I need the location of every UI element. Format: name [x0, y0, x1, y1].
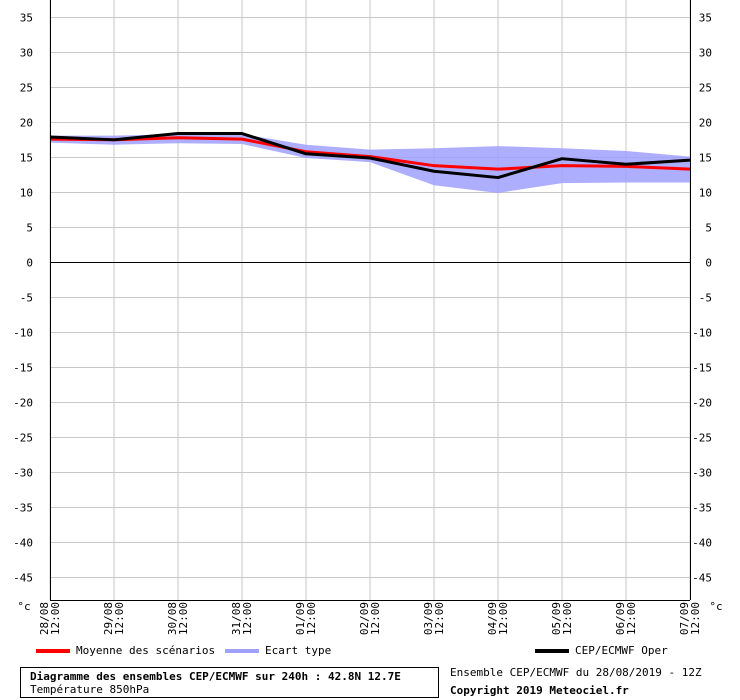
- x-tick-time: 12:00: [561, 602, 574, 635]
- y-tick-label-right: 25: [699, 82, 712, 95]
- legend-mean-swatch: [36, 648, 70, 653]
- y-tick-label-left: -35: [13, 502, 33, 515]
- oper-line: [49, 132, 691, 180]
- legend-spread-label: Ecart type: [265, 644, 332, 657]
- legend-spread-swatch: [225, 648, 259, 653]
- y-tick-label-left: -10: [13, 327, 33, 340]
- y-tick-label-left: -20: [13, 397, 33, 410]
- x-tick-date: 07/09: [678, 602, 691, 635]
- x-tick-time: 12:00: [433, 602, 446, 635]
- y-tick-label-right: -35: [692, 502, 712, 515]
- y-tick-label-left: 0: [26, 257, 33, 270]
- y-tick-label-left: 5: [26, 222, 33, 235]
- y-tick-label-right: 10: [699, 187, 712, 200]
- y-tick-label-left: 35: [20, 12, 33, 25]
- y-tick-label-left: 20: [20, 117, 33, 130]
- y-tick-label-left: 30: [20, 47, 33, 60]
- y-tick-label-left: -25: [13, 432, 33, 445]
- y-tick-label-right: -5: [699, 292, 712, 305]
- y-tick-label-right: 20: [699, 117, 712, 130]
- y-tick-label-right: -10: [692, 327, 712, 340]
- spread-band: [50, 134, 690, 193]
- x-tick-date: 05/09: [550, 602, 563, 635]
- x-tick-date: 30/08: [166, 602, 179, 635]
- x-tick-time: 12:00: [305, 602, 318, 635]
- y-tick-label-right: -45: [692, 572, 712, 585]
- x-tick-time: 12:00: [497, 602, 510, 635]
- legend-oper-swatch: [535, 648, 569, 653]
- x-tick-date: 28/08: [38, 602, 51, 635]
- y-tick-label-left: 15: [20, 152, 33, 165]
- unit-label-left: °c: [17, 600, 30, 613]
- x-tick-date: 02/09: [358, 602, 371, 635]
- run-info: Ensemble CEP/ECMWF du 28/08/2019 - 12Z: [450, 666, 702, 679]
- copyright: Copyright 2019 Meteociel.fr: [450, 684, 629, 697]
- x-tick-time: 12:00: [49, 602, 62, 635]
- x-tick-date: 06/09: [614, 602, 627, 635]
- unit-label-right: °c: [709, 600, 722, 613]
- x-tick-time: 12:00: [369, 602, 382, 635]
- y-tick-label-right: 5: [705, 222, 712, 235]
- legend-oper: CEP/ECMWF Oper: [535, 644, 668, 657]
- chart-subtitle: Température 850hPa: [30, 683, 150, 696]
- temperature-ensemble-chart: 35 35 30 30 25 25 20 20 15 15 10 10 5 5 0 0 -5 -5 -10 -10 -1…: [13, 0, 723, 635]
- y-tick-label-left: 10: [20, 187, 33, 200]
- x-tick-time: 12:00: [177, 602, 190, 635]
- y-tick-label-right: -20: [692, 397, 712, 410]
- y-tick-label-left: -15: [13, 362, 33, 375]
- x-tick-date: 29/08: [102, 602, 115, 635]
- y-tick-label-left: -5: [20, 292, 33, 305]
- y-tick-label-left: -45: [13, 572, 33, 585]
- legend-mean: Moyenne des scénarios: [36, 644, 215, 657]
- y-tick-label-right: 30: [699, 47, 712, 60]
- y-tick-label-right: -15: [692, 362, 712, 375]
- x-tick-time: 12:00: [113, 602, 126, 635]
- y-tick-label-right: -25: [692, 432, 712, 445]
- y-tick-label-right: 0: [705, 257, 712, 270]
- legend-spread: Ecart type: [225, 644, 331, 657]
- x-tick-time: 12:00: [689, 602, 702, 635]
- legend-oper-label: CEP/ECMWF Oper: [575, 644, 668, 657]
- y-tick-label-right: -30: [692, 467, 712, 480]
- y-tick-label-left: -30: [13, 467, 33, 480]
- legend-mean-label: Moyenne des scénarios: [76, 644, 216, 657]
- chart-title: Diagramme des ensembles CEP/ECMWF sur 24…: [30, 670, 401, 683]
- x-tick-time: 12:00: [625, 602, 638, 635]
- y-tick-label-left: 25: [20, 82, 33, 95]
- y-tick-label-left: -40: [13, 537, 33, 550]
- y-tick-label-right: 15: [699, 152, 712, 165]
- x-tick-date: 03/09: [422, 602, 435, 635]
- x-tick-date: 01/09: [294, 602, 307, 635]
- x-tick-date: 04/09: [486, 602, 499, 635]
- y-tick-label-right: -40: [692, 537, 712, 550]
- chart-title-box: Diagramme des ensembles CEP/ECMWF sur 24…: [20, 667, 439, 698]
- y-tick-label-right: 35: [699, 12, 712, 25]
- x-tick-time: 12:00: [241, 602, 254, 635]
- x-tick-date: 31/08: [230, 602, 243, 635]
